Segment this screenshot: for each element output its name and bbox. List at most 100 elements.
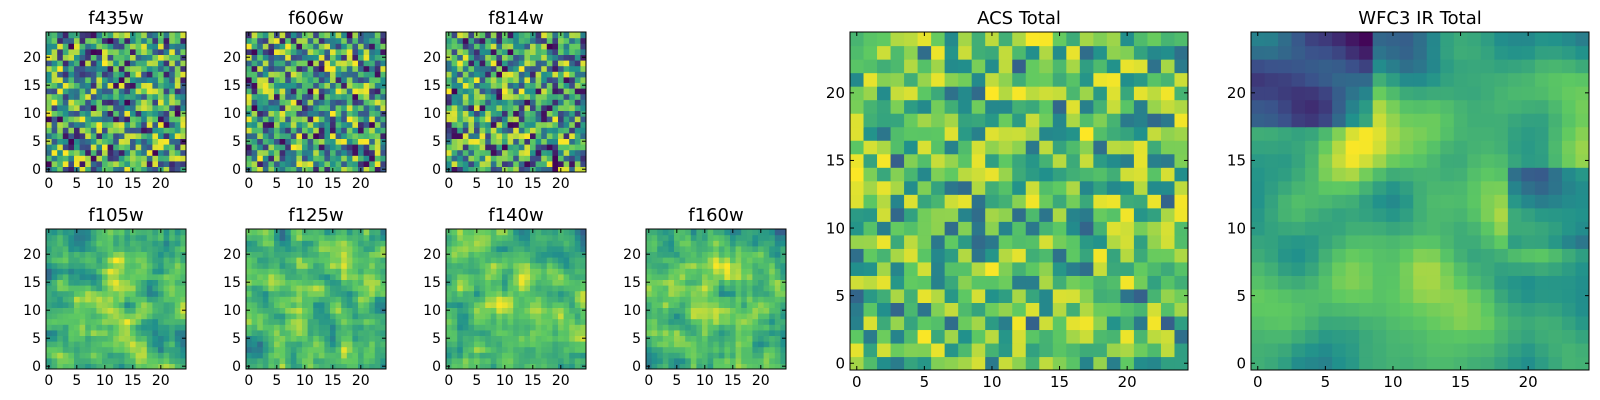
heatmap-cell <box>290 357 297 364</box>
heatmap-cell <box>141 313 148 320</box>
heatmap-cell <box>169 76 176 83</box>
heatmap-cell <box>124 132 131 139</box>
heatmap-cell <box>146 110 153 117</box>
heatmap-cell <box>262 32 269 39</box>
heatmap-cell <box>341 166 348 172</box>
heatmap-cell <box>290 245 297 252</box>
heatmap-cell <box>341 301 348 308</box>
heatmap-cell <box>341 346 348 353</box>
heatmap-cell <box>302 341 309 348</box>
heatmap-cell <box>79 60 86 67</box>
heatmap-cell <box>107 257 114 264</box>
heatmap-cell <box>79 346 86 353</box>
heatmap-cell <box>85 257 92 264</box>
heatmap-cell <box>118 82 125 89</box>
heatmap-cell <box>863 194 878 209</box>
heatmap-cell <box>96 240 103 247</box>
heatmap-cell <box>1052 167 1067 182</box>
heatmap-cell <box>558 93 565 100</box>
heatmap-cell <box>707 357 714 364</box>
heatmap-cell <box>713 234 720 241</box>
heatmap-cell <box>971 342 986 358</box>
heatmap-cell <box>1066 261 1081 276</box>
heatmap-cell <box>524 88 531 95</box>
heatmap-cell <box>917 167 932 182</box>
heatmap-cell <box>479 357 486 364</box>
heatmap-cell <box>502 88 509 95</box>
heatmap-cell <box>146 54 153 61</box>
heatmap-cell <box>513 104 520 111</box>
heatmap-cell <box>251 54 258 61</box>
heatmap-cell <box>718 307 725 314</box>
heatmap-cell <box>724 245 731 252</box>
heatmap-cell <box>685 296 692 303</box>
heatmap-cell <box>546 60 553 67</box>
heatmap-cell <box>502 43 509 50</box>
heatmap-cell <box>1052 315 1067 331</box>
heatmap-cell <box>524 104 531 111</box>
heatmap-cell <box>307 352 314 359</box>
heatmap-cell <box>313 138 320 145</box>
heatmap-cell <box>341 32 348 39</box>
heatmap-cell <box>369 71 376 78</box>
heatmap-cell <box>741 262 748 269</box>
heatmap-cell <box>102 285 109 292</box>
heatmap-cell <box>118 262 125 269</box>
heatmap-cell <box>558 88 565 95</box>
heatmap-cell <box>971 207 986 222</box>
heatmap-cell <box>274 48 281 55</box>
heatmap-cell <box>985 207 1000 222</box>
heatmap-cell <box>690 240 697 247</box>
x-tick-label: 5 <box>72 176 81 192</box>
heatmap-cell <box>330 121 337 128</box>
heatmap-cell <box>307 160 314 167</box>
heatmap-cell <box>296 296 303 303</box>
heatmap-cell <box>763 335 770 342</box>
heatmap-cell <box>998 356 1013 370</box>
heatmap-cell <box>546 273 553 280</box>
heatmap-cell <box>163 121 170 128</box>
x-tick-label: 10 <box>96 176 114 192</box>
heatmap-cell <box>563 341 570 348</box>
heatmap-cell <box>931 167 946 182</box>
heatmap-cell <box>330 257 337 264</box>
heatmap-cell <box>1147 356 1162 370</box>
heatmap-cell <box>279 110 286 117</box>
heatmap-cell <box>546 240 553 247</box>
heatmap-cell <box>646 273 653 280</box>
heatmap-cell <box>152 166 159 172</box>
heatmap-cell <box>530 37 537 44</box>
heatmap-cell <box>113 132 120 139</box>
heatmap-cell <box>363 76 370 83</box>
heatmap-cell <box>374 37 381 44</box>
heatmap-cell <box>285 88 292 95</box>
heatmap-cell <box>146 138 153 145</box>
heatmap-cell <box>262 65 269 72</box>
heatmap-cell <box>931 234 946 249</box>
heatmap-cell <box>558 65 565 72</box>
heatmap-cell <box>46 155 53 162</box>
heatmap-cell <box>479 257 486 264</box>
heatmap-cell <box>46 127 53 134</box>
heatmap-cell <box>341 138 348 145</box>
heatmap-cell <box>890 356 905 370</box>
heatmap-cell <box>530 116 537 123</box>
heatmap-cell <box>541 149 548 156</box>
heatmap-cell <box>502 110 509 117</box>
heatmap-cell <box>158 127 165 134</box>
heatmap-cell <box>302 307 309 314</box>
y-tick-label: 10 <box>223 303 241 319</box>
heatmap-cell <box>485 155 492 162</box>
heatmap-cell <box>724 262 731 269</box>
heatmap-cell <box>369 307 376 314</box>
heatmap-cell <box>741 346 748 353</box>
heatmap-cell <box>662 346 669 353</box>
heatmap-cell <box>102 132 109 139</box>
heatmap-cell <box>530 155 537 162</box>
heatmap-cell <box>90 138 97 145</box>
heatmap-cell <box>507 352 514 359</box>
heatmap-cell <box>502 127 509 134</box>
heatmap-cell <box>558 116 565 123</box>
heatmap-cell <box>546 257 553 264</box>
heatmap-cell <box>1066 315 1081 331</box>
